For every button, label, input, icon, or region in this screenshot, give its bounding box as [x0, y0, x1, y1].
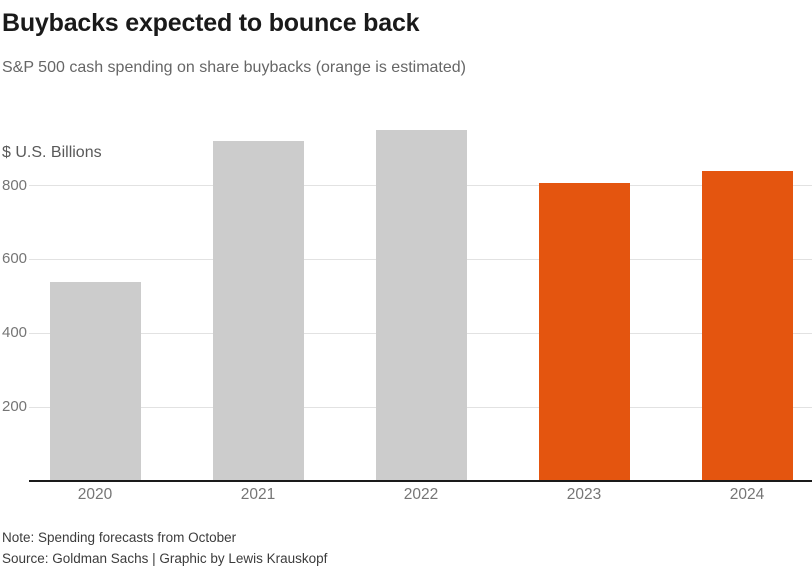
x-axis-label-2021: 2021	[240, 486, 276, 503]
y-tick-label: 800	[2, 176, 28, 194]
x-axis-label-2022: 2022	[403, 486, 439, 503]
bar-2023-estimated	[538, 182, 630, 481]
x-axis-line	[29, 480, 812, 482]
chart-source: Source: Goldman Sachs | Graphic by Lewis…	[2, 551, 328, 566]
x-axis-label-2023: 2023	[566, 486, 602, 503]
y-tick-label: 200	[2, 398, 28, 416]
page-title: Buybacks expected to bounce back	[2, 9, 420, 37]
bar-2022	[375, 130, 467, 481]
bar-2024-estimated	[701, 170, 793, 481]
y-tick-label: 600	[2, 250, 28, 268]
chart-subtitle: S&P 500 cash spending on share buybacks …	[2, 59, 466, 76]
bar-2020	[49, 281, 141, 481]
chart-note: Note: Spending forecasts from October	[2, 530, 237, 545]
bar-2021	[212, 141, 304, 481]
y-tick-label: 400	[2, 324, 28, 342]
x-axis-label-2020: 2020	[77, 486, 113, 503]
y-axis-unit-label: $ U.S. Billions	[2, 144, 102, 161]
x-axis-label-2024: 2024	[729, 486, 765, 503]
